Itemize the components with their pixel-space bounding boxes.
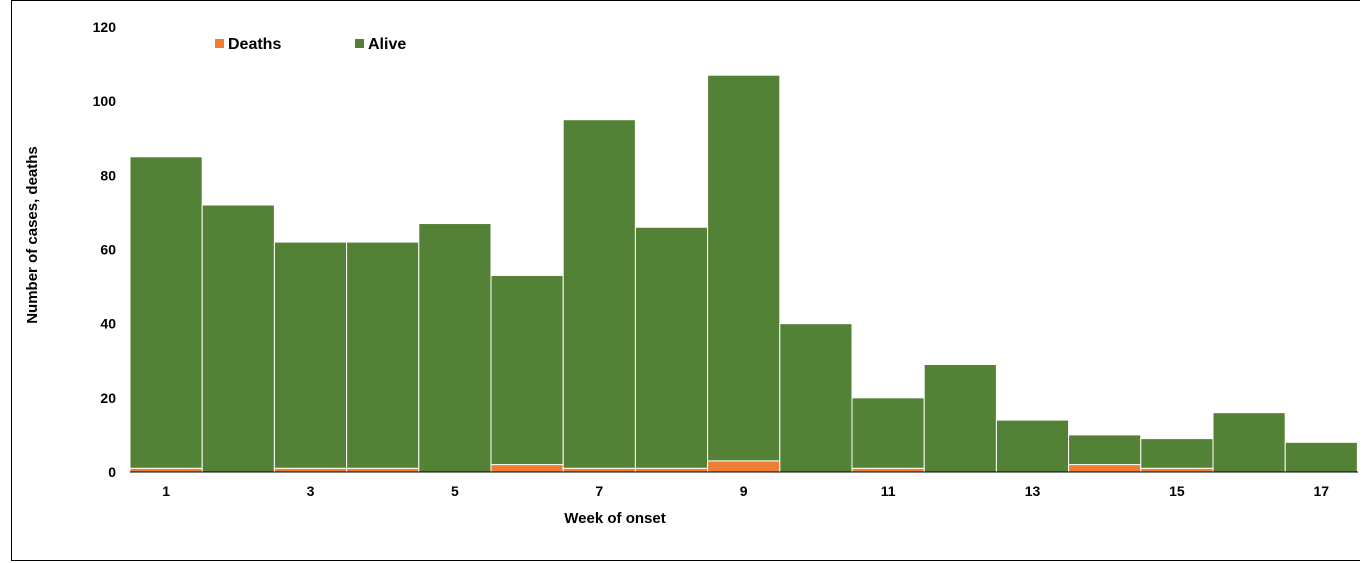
y-tick-label: 80 [100, 167, 116, 183]
bar-alive-week-11 [851, 397, 925, 469]
x-tick-label: 11 [881, 483, 896, 499]
bar-alive-week-6 [490, 274, 564, 466]
bar-alive-week-12 [923, 363, 997, 473]
bar-deaths-week-4 [346, 467, 420, 473]
bar-alive-week-10 [779, 323, 853, 473]
bar-deaths-week-6 [490, 464, 564, 473]
bar-deaths-week-1 [129, 467, 203, 473]
x-tick-label: 5 [451, 483, 459, 499]
bar-alive-week-4 [346, 241, 420, 469]
x-tick-label: 1 [162, 483, 170, 499]
bar-alive-week-7 [562, 119, 636, 469]
y-tick-labels: 0 20 40 60 80 100 120 [93, 19, 117, 480]
x-axis-title: Week of onset [564, 510, 665, 527]
bar-alive-week-3 [273, 241, 348, 469]
x-tick-labels: 1 3 5 7 9 11 13 15 17 [162, 483, 1329, 499]
bar-alive-week-17 [1284, 441, 1358, 473]
legend-label-alive: Alive [368, 36, 406, 53]
bar-alive-week-14 [1068, 434, 1142, 466]
y-tick-label: 60 [100, 242, 116, 258]
bar-deaths-week-8 [634, 467, 709, 473]
y-axis-title: Number of cases, deaths [24, 146, 41, 324]
bar-deaths-week-3 [273, 467, 348, 473]
bar-deaths-week-14 [1068, 464, 1142, 473]
chart-frame [11, 0, 1360, 561]
bar-deaths-week-11 [851, 467, 925, 473]
legend-swatch-alive [355, 39, 364, 48]
bar-alive-week-8 [634, 226, 709, 469]
legend-label-deaths: Deaths [228, 36, 281, 53]
x-tick-label: 3 [307, 483, 315, 499]
bar-deaths-week-7 [562, 467, 636, 473]
y-tick-label: 120 [93, 19, 117, 35]
legend: Deaths Alive [215, 36, 406, 53]
y-tick-label: 100 [93, 93, 117, 109]
bar-deaths-week-15 [1140, 467, 1214, 473]
bar-alive-week-15 [1140, 438, 1214, 469]
y-tick-label: 40 [100, 316, 116, 332]
bar-alive-week-16 [1212, 412, 1286, 473]
legend-swatch-deaths [215, 39, 224, 48]
bar-alive-week-5 [418, 223, 492, 473]
x-tick-label: 13 [1025, 483, 1041, 499]
bar-alive-week-2 [201, 204, 275, 473]
x-tick-label: 17 [1314, 483, 1330, 499]
bars-group [129, 74, 1358, 473]
y-tick-label: 0 [108, 464, 116, 480]
bar-deaths-week-9 [707, 460, 781, 473]
y-tick-label: 20 [100, 390, 116, 406]
bar-alive-week-13 [995, 419, 1070, 473]
x-tick-label: 9 [740, 483, 748, 499]
bar-alive-week-1 [129, 156, 203, 469]
x-tick-label: 7 [595, 483, 603, 499]
x-tick-label: 15 [1169, 483, 1185, 499]
bar-alive-week-9 [707, 74, 781, 462]
